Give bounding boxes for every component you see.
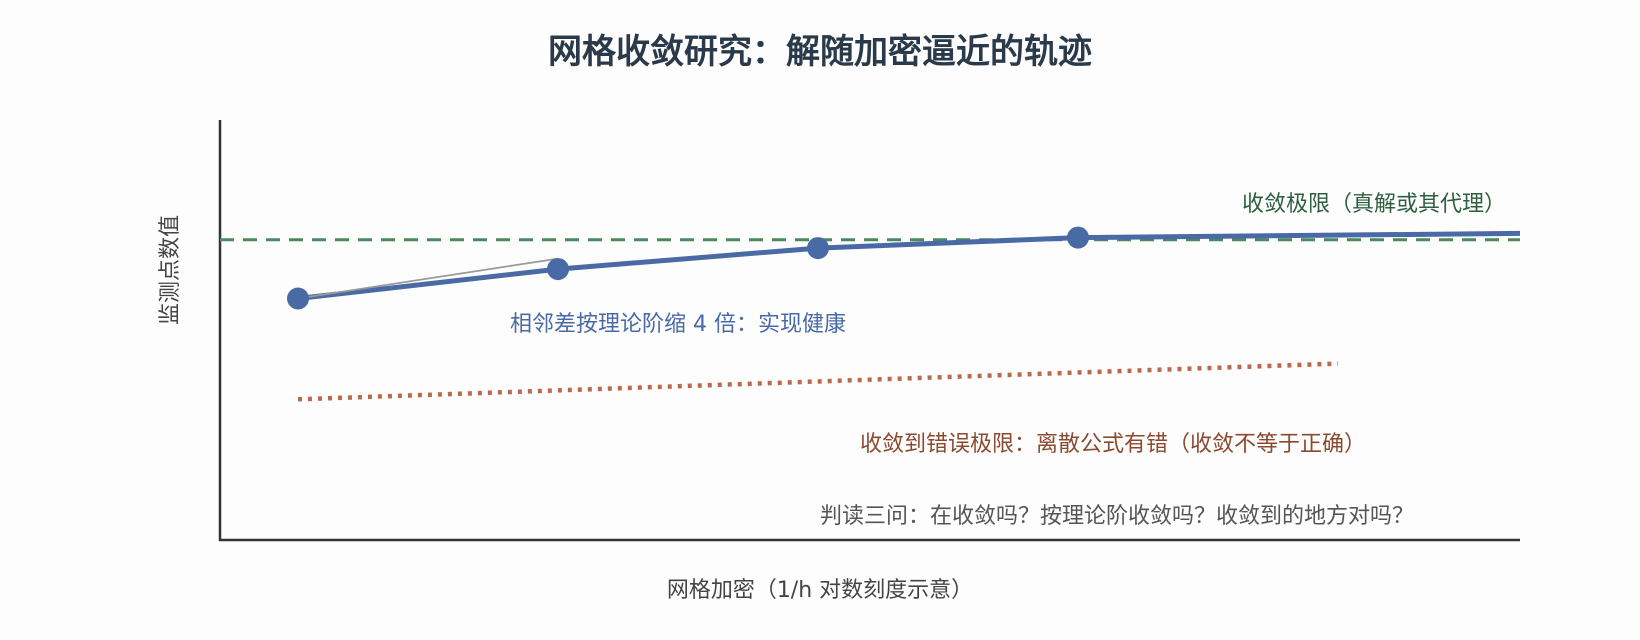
wrong-limit-line xyxy=(297,361,1339,402)
x-axis-label: 网格加密（1/h 对数刻度示意） xyxy=(666,578,974,603)
chart-title: 网格收敛研究：解随加密逼近的轨迹 xyxy=(548,32,1092,72)
true-limit-label: 收敛极限（真解或其代理） xyxy=(1242,192,1507,217)
three-questions-note: 判读三问：在收敛吗？按理论阶收敛吗？收敛到的地方对吗？ xyxy=(820,504,1415,529)
data-point-1 xyxy=(287,287,309,310)
theoretical-slope-line xyxy=(297,257,559,300)
data-point-4 xyxy=(1067,226,1089,249)
wrong-limit-label: 收敛到错误极限：离散公式有错（收敛不等于正确） xyxy=(860,432,1367,457)
solution-line xyxy=(297,230,1521,301)
data-point-3 xyxy=(807,237,829,260)
data-point-2 xyxy=(547,258,569,281)
healthy-convergence-label: 相邻差按理论阶缩 4 倍：实现健康 xyxy=(510,312,846,337)
